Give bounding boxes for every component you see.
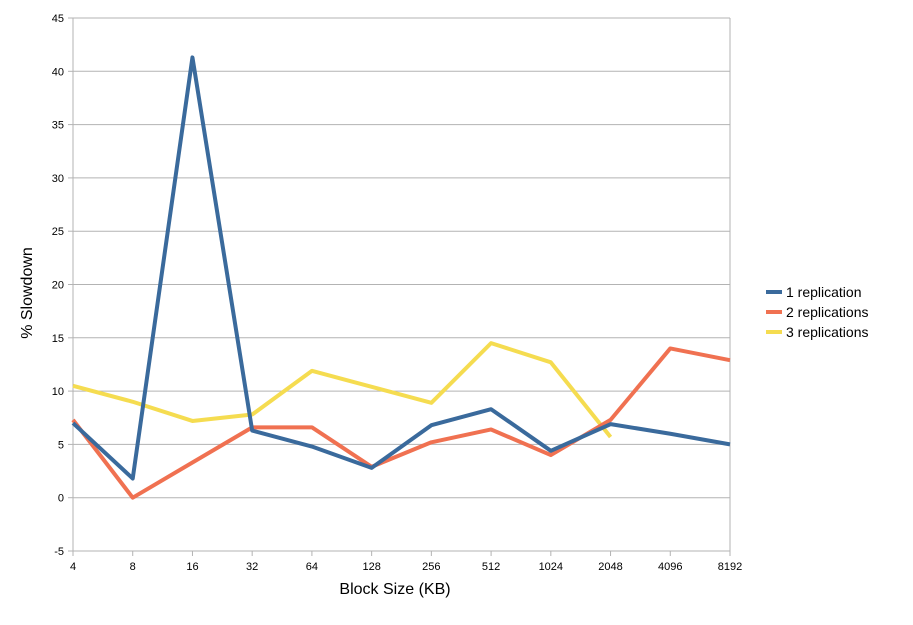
x-tick-label: 4 (70, 561, 76, 573)
y-tick-label: 0 (58, 493, 64, 505)
x-tick-label: 32 (246, 561, 258, 573)
y-tick-label: 5 (58, 439, 64, 451)
y-tick-label: 20 (52, 280, 64, 292)
y-tick-label: 35 (52, 120, 64, 132)
y-tick-label: 10 (52, 386, 64, 398)
gridlines (73, 17, 730, 552)
y-tick-label: 25 (52, 226, 64, 238)
y-tick-label: -5 (54, 546, 64, 558)
series-line-3 (72, 341, 613, 439)
y-tick-label: 40 (52, 66, 64, 78)
x-tick-label: 512 (482, 561, 500, 573)
x-tick-label: 16 (186, 561, 198, 573)
y-axis-title: % Slowdown (19, 247, 36, 339)
series-lines (71, 55, 731, 500)
series-line-2 (71, 346, 731, 500)
x-axis-title: Block Size (KB) (339, 581, 450, 598)
x-tick-label: 256 (422, 561, 440, 573)
x-tick-label: 8192 (718, 561, 742, 573)
legend-label: 3 replications (786, 324, 869, 340)
y-tick-label: 15 (52, 333, 64, 345)
axes (68, 17, 731, 556)
legend-label: 2 replications (786, 304, 869, 320)
legend-label: 1 replication (786, 284, 862, 300)
x-tick-label: 64 (306, 561, 318, 573)
y-tick-label: 45 (52, 13, 64, 25)
x-tick-label: 4096 (658, 561, 682, 573)
y-tick-label: 30 (52, 173, 64, 185)
x-tick-label: 1024 (539, 561, 563, 573)
tick-labels: -5 0 5 10 15 20 25 30 35 40 45 4 8 16 32 64 128 256 512 102… (52, 13, 742, 573)
x-tick-label: 128 (362, 561, 380, 573)
legend: 1 replication 2 replications 3 replication… (766, 284, 869, 340)
x-tick-label: 2048 (598, 561, 622, 573)
x-tick-label: 8 (130, 561, 136, 573)
series-line-1 (71, 55, 731, 481)
